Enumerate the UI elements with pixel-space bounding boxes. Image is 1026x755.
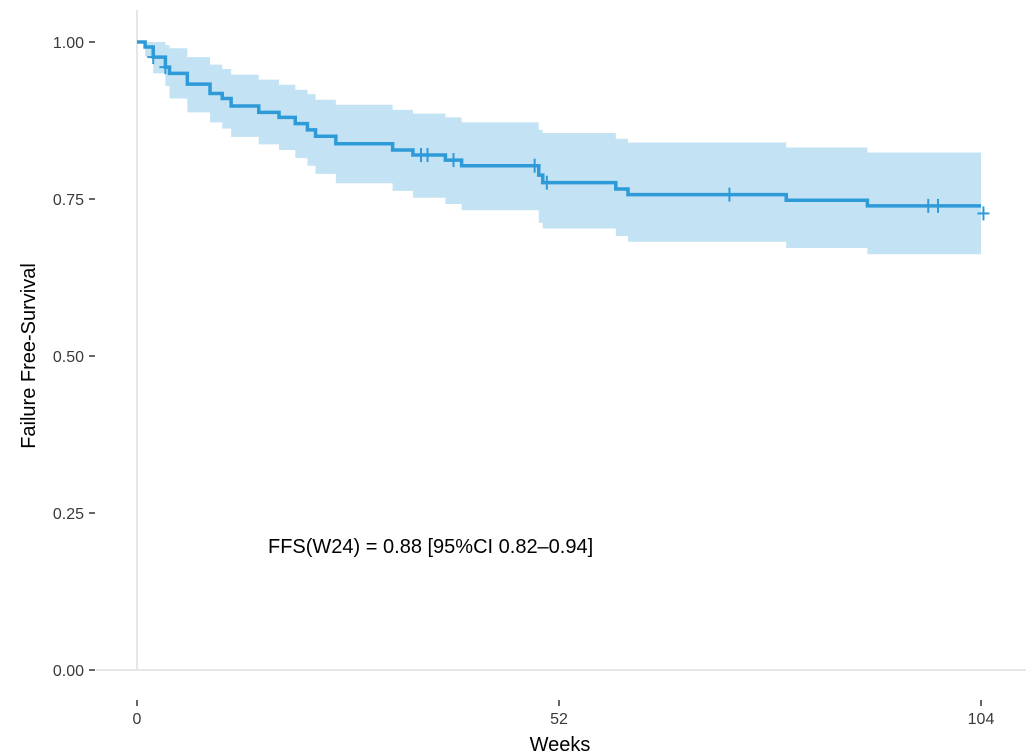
x-tick-label: 0 [133,711,142,728]
ticks-layer: 0.00 0.25 0.50 0.75 1.00 0 52 104 [53,35,995,728]
censor-marks-layer [147,50,990,221]
censor-mark [421,148,434,163]
censor-mark [931,198,944,213]
axes [96,10,1026,671]
x-axis-title: Weeks [530,734,591,755]
y-axis-title: Failure Free-Survival [18,263,40,449]
censor-mark [159,60,172,75]
censor-mark [447,153,460,168]
survival-curve [137,40,981,208]
y-tick-label: 0.75 [53,192,84,209]
censor-mark [528,158,541,173]
censor-mark [977,206,990,221]
y-tick-label: 0.25 [53,506,84,523]
censor-mark [540,175,553,190]
y-tick-label: 0.50 [53,349,84,366]
y-tick-label: 0.00 [53,663,84,680]
survival-curve-layer [137,40,981,208]
confidence-band-layer [137,42,981,259]
censor-mark [147,50,160,65]
x-tick-label: 104 [968,711,995,728]
y-tick-label: 1.00 [53,35,84,52]
x-tick-label: 52 [550,711,568,728]
annotation-ffs: FFS(W24) = 0.88 [95%CI 0.82–0.94] [268,536,593,558]
censor-mark [723,187,736,202]
confidence-band [137,42,981,259]
